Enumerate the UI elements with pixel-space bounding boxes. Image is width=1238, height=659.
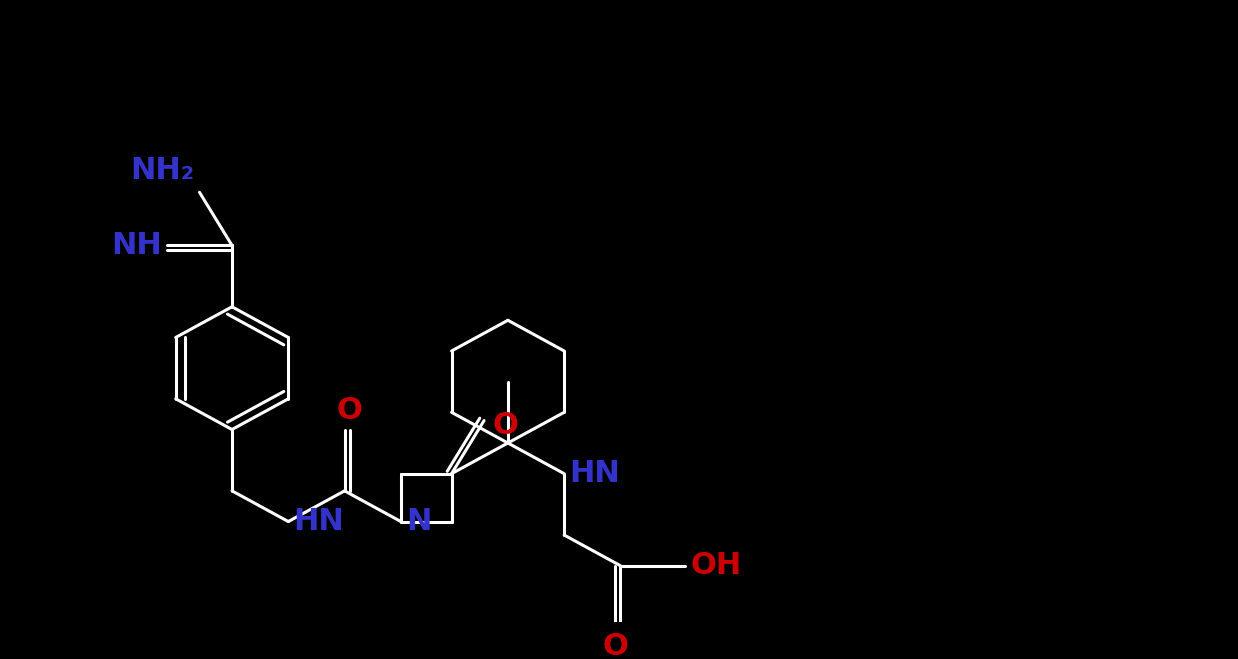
Text: O: O	[603, 632, 629, 659]
Text: HN: HN	[293, 507, 344, 536]
Text: NH: NH	[111, 231, 162, 260]
Text: O: O	[337, 396, 363, 425]
Text: HN: HN	[569, 459, 620, 488]
Text: O: O	[491, 411, 517, 440]
Text: N: N	[406, 507, 431, 536]
Text: NH₂: NH₂	[130, 156, 194, 185]
Text: OH: OH	[691, 551, 742, 580]
